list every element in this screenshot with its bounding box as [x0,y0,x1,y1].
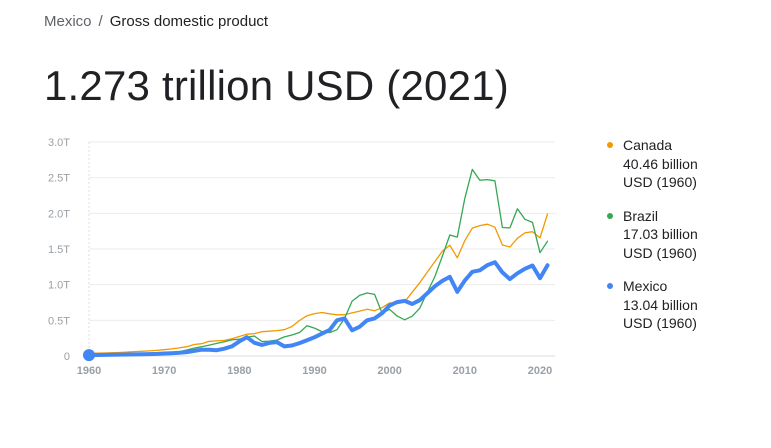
legend-dot-icon [607,212,613,219]
x-axis-ticks: 1960 1970 1980 1990 2000 2010 2020 [77,365,552,377]
legend-series-value: 17.03 billion USD (1960) [623,226,698,261]
legend-item-mexico[interactable]: Mexico 13.04 billion USD (1960) [607,277,757,333]
series-line-mexico [87,260,550,358]
chart-legend: Canada 40.46 billion USD (1960) Brazil 17.0… [607,136,757,348]
breadcrumb-country-link[interactable]: Mexico [44,13,92,30]
headline-value: 1.273 trillion USD (2021) [44,62,509,109]
x-tick-label: 1970 [152,365,176,377]
breadcrumb-indicator: Gross domestic product [109,13,269,30]
legend-item-brazil[interactable]: Brazil 17.03 billion USD (1960) [607,207,757,263]
breadcrumb: Mexico / Gross domestic product [44,13,268,30]
x-tick-label: 1990 [302,365,326,377]
hover-indicator-dot [83,349,95,362]
series-line-canada [88,213,549,354]
legend-dot-icon [607,283,613,289]
y-tick-label: 0.5T [48,315,70,327]
x-tick-label: 2000 [377,365,401,377]
breadcrumb-separator: / [98,13,103,30]
y-tick-label: 2.0T [48,208,70,220]
y-tick-label: 3.0T [48,137,70,149]
legend-series-name: Brazil [623,207,659,224]
y-tick-label: 1.5T [48,244,70,256]
x-tick-label: 2010 [453,365,477,377]
series-line-brazil [88,168,549,356]
chart-gridlines [89,141,555,357]
legend-series-name: Mexico [623,278,668,294]
y-tick-label: 0 [64,351,70,363]
y-axis-ticks: 0 0.5T 1.0T 1.5T 2.0T 2.5T 3.0T [48,137,70,363]
x-tick-label: 1960 [77,365,101,377]
chart-series [87,168,550,358]
legend-series-value: 40.46 billion USD (1960) [623,155,698,191]
x-tick-label: 2020 [528,365,552,377]
legend-item-canada[interactable]: Canada 40.46 billion USD (1960) [607,136,757,192]
legend-series-name: Canada [623,137,673,153]
legend-series-value: 13.04 billion USD (1960) [623,296,698,332]
legend-dot-icon [607,142,613,148]
y-tick-label: 2.5T [48,173,70,185]
x-tick-label: 1980 [227,365,251,377]
y-tick-label: 1.0T [48,280,70,292]
